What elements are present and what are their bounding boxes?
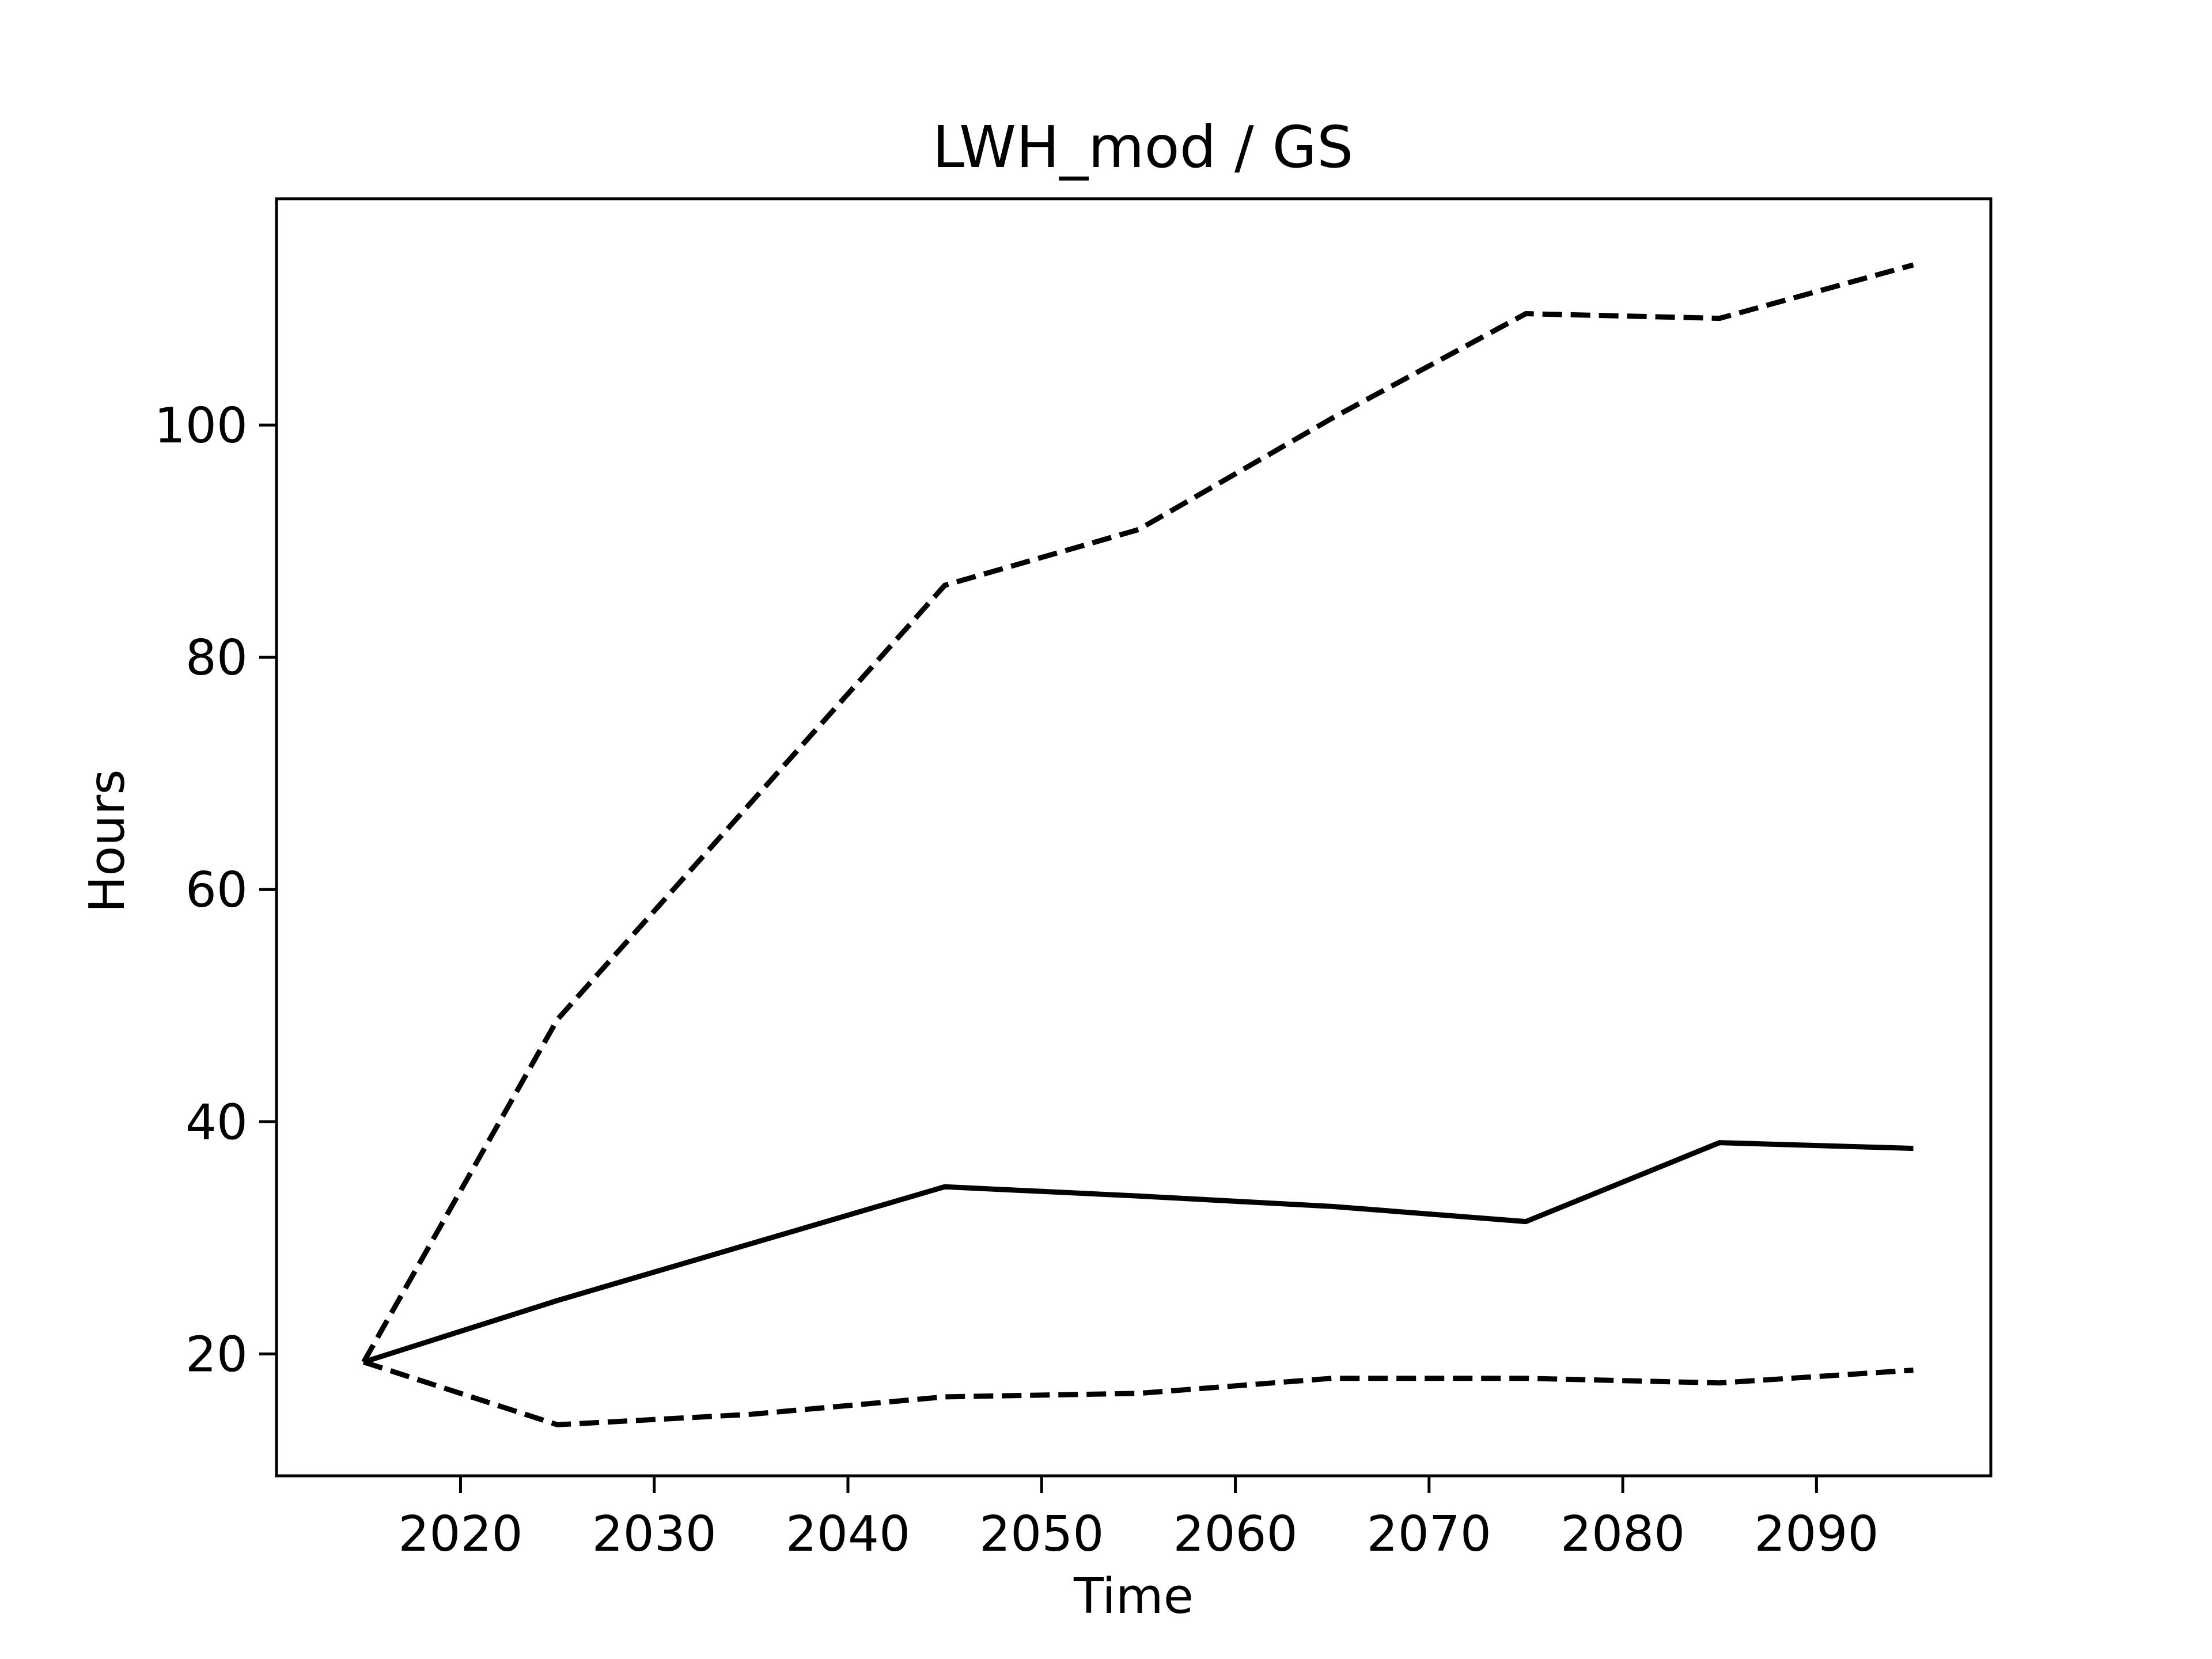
y-tick-label: 40 xyxy=(185,1094,248,1151)
y-tick-label: 20 xyxy=(185,1326,248,1383)
y-axis-ticks: 20 40 60 80 100 xyxy=(154,397,276,1383)
x-tick-label: 2060 xyxy=(1173,1506,1297,1563)
y-tick-label: 100 xyxy=(154,397,248,454)
chart-title: LWH_mod / GS xyxy=(933,113,1354,181)
x-tick-label: 2080 xyxy=(1560,1506,1685,1563)
x-tick-label: 2040 xyxy=(786,1506,910,1563)
plot-area: 2020 2030 2040 2050 2060 2070 2080 2090 2040608… xyxy=(154,197,1993,1563)
x-tick-label: 2090 xyxy=(1754,1506,1878,1563)
series-line-lower xyxy=(362,1359,1914,1427)
y-axis-label: Hours xyxy=(79,769,136,912)
x-axis-label: Time xyxy=(1073,1568,1194,1625)
series-layer xyxy=(361,262,1914,1427)
x-tick-label: 2030 xyxy=(592,1506,717,1563)
series-line-median xyxy=(362,1140,1914,1365)
x-tick-label: 2070 xyxy=(1367,1506,1491,1563)
x-tick-label: 2050 xyxy=(979,1506,1104,1563)
y-tick-label: 60 xyxy=(185,862,248,919)
x-axis-ticks: 2020 2030 2040 2050 2060 2070 2080 2090 xyxy=(398,1476,1879,1563)
y-tick-label: 80 xyxy=(185,630,248,687)
plot-frame xyxy=(275,197,1993,1478)
series-line-upper xyxy=(361,262,1914,1363)
x-tick-label: 2020 xyxy=(398,1506,522,1563)
